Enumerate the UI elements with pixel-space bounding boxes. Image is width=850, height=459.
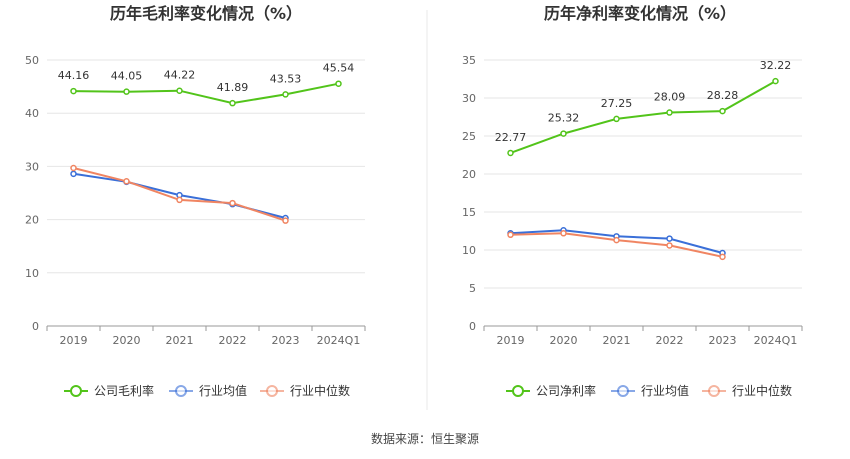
x-tick-label: 2020 xyxy=(550,334,578,347)
x-tick-label: 2020 xyxy=(113,334,141,347)
x-tick-label: 2024Q1 xyxy=(317,334,361,347)
series-line xyxy=(73,82,339,105)
legend-marker-icon xyxy=(175,385,187,397)
legend-label: 行业均值 xyxy=(199,383,247,398)
data-point xyxy=(335,80,342,87)
data-label: 28.09 xyxy=(654,91,686,104)
x-tick-label: 2022 xyxy=(219,334,247,347)
data-point xyxy=(666,242,673,249)
data-point xyxy=(560,130,567,137)
data-point xyxy=(282,217,289,224)
legend-item: 行业均值 xyxy=(611,383,689,398)
y-tick-label: 15 xyxy=(462,206,476,219)
legend-marker-icon xyxy=(266,385,278,397)
data-label: 44.22 xyxy=(164,69,196,82)
legend-label: 行业中位数 xyxy=(732,383,792,398)
x-tick-label: 2024Q1 xyxy=(754,334,798,347)
data-point xyxy=(613,115,620,123)
gross-margin-chart: 历年毛利率变化情况（%） 0 10 20 30 40 50 2019 2020 2021 2022 2… xyxy=(25,4,366,398)
data-label: 44.05 xyxy=(111,70,143,83)
x-tick-label: 2023 xyxy=(272,334,300,347)
legend-label: 公司毛利率 xyxy=(94,383,154,398)
source-note: 数据来源：恒生聚源 xyxy=(371,431,479,446)
data-label: 28.28 xyxy=(707,89,739,102)
y-tick-label: 10 xyxy=(462,244,476,257)
data-point xyxy=(229,199,236,207)
legend-marker-icon xyxy=(708,385,720,397)
y-tick-label: 25 xyxy=(462,130,476,143)
y-tick-label: 10 xyxy=(25,267,39,280)
y-tick-label: 20 xyxy=(25,214,39,227)
data-point xyxy=(772,77,779,85)
series-line xyxy=(510,80,776,154)
data-point xyxy=(666,109,673,116)
legend-item: 公司净利率 xyxy=(506,383,596,398)
data-point xyxy=(176,87,183,94)
data-label: 22.77 xyxy=(495,131,527,144)
x-tick-label: 2019 xyxy=(497,334,525,347)
data-point xyxy=(123,178,130,185)
y-tick-label: 0 xyxy=(469,320,476,333)
legend-item: 行业中位数 xyxy=(260,383,350,398)
legend-label: 行业均值 xyxy=(641,383,689,398)
data-point xyxy=(70,87,77,95)
legend-item: 公司毛利率 xyxy=(64,383,154,398)
legend-label: 行业中位数 xyxy=(290,383,350,398)
data-point xyxy=(719,107,726,115)
legend-marker-icon xyxy=(617,385,629,397)
data-point xyxy=(666,235,673,242)
y-tick-label: 40 xyxy=(25,107,39,120)
x-tick-label: 2021 xyxy=(603,334,631,347)
y-tick-label: 50 xyxy=(25,54,39,67)
data-point xyxy=(123,88,130,95)
y-tick-label: 35 xyxy=(462,54,476,67)
data-point xyxy=(613,236,620,244)
data-label: 27.25 xyxy=(601,97,633,110)
x-tick-label: 2022 xyxy=(656,334,684,347)
legend-item: 行业中位数 xyxy=(702,383,792,398)
y-tick-label: 0 xyxy=(32,320,39,333)
legend-label: 公司净利率 xyxy=(536,383,596,398)
legend-item: 行业均值 xyxy=(169,383,247,398)
data-label: 32.22 xyxy=(760,59,792,72)
data-label: 45.54 xyxy=(323,62,355,75)
chart-title: 历年净利率变化情况（%） xyxy=(544,4,736,23)
data-label: 25.32 xyxy=(548,112,580,125)
data-point xyxy=(560,230,567,237)
data-point xyxy=(70,170,77,178)
y-tick-label: 5 xyxy=(469,282,476,295)
data-label: 44.16 xyxy=(58,69,90,82)
x-tick-label: 2019 xyxy=(60,334,88,347)
data-point xyxy=(229,99,236,107)
chart-title: 历年毛利率变化情况（%） xyxy=(110,4,302,23)
data-point xyxy=(176,196,183,204)
data-point xyxy=(507,149,514,157)
net-margin-chart: 历年净利率变化情况（%） 0 5 10 15 20 25 30 35 2019 2020 2021 20… xyxy=(462,4,803,398)
legend-marker-icon xyxy=(512,385,524,397)
data-point xyxy=(70,164,77,172)
x-tick-label: 2021 xyxy=(166,334,194,347)
data-label: 41.89 xyxy=(217,81,249,94)
data-point xyxy=(719,253,726,261)
y-tick-label: 30 xyxy=(25,160,39,173)
legend-marker-icon xyxy=(70,385,82,397)
data-point xyxy=(507,231,514,239)
data-label: 43.53 xyxy=(270,72,302,85)
x-tick-label: 2023 xyxy=(709,334,737,347)
y-tick-label: 30 xyxy=(462,92,476,105)
y-tick-label: 20 xyxy=(462,168,476,181)
data-point xyxy=(282,91,289,98)
